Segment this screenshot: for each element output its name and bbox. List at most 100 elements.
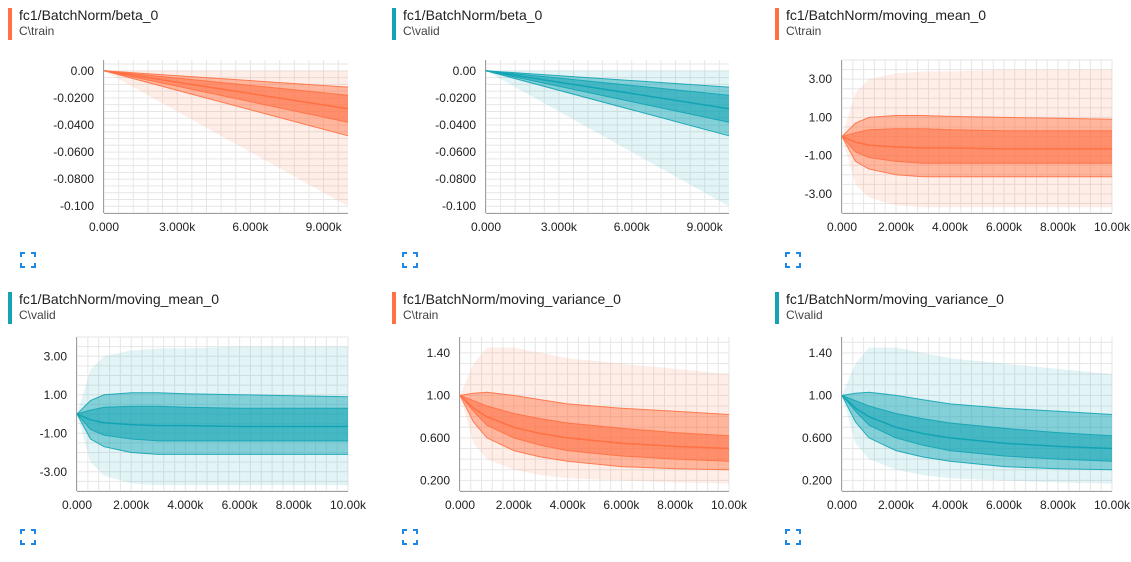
y-tick-label: -0.0400: [435, 118, 476, 132]
card-header: fc1/BatchNorm/beta_0 C\train: [8, 8, 158, 40]
x-tick-label: 4.000k: [932, 498, 969, 512]
y-tick-label: -0.0200: [53, 91, 94, 105]
median-line: [103, 70, 349, 110]
x-tick-label: 2.000k: [496, 498, 533, 512]
band-edge-line: [459, 391, 730, 415]
x-tick-label: 0.000: [471, 220, 501, 234]
run-color-bar: [775, 8, 779, 40]
chart-card-moving-mean-valid: fc1/BatchNorm/moving_mean_0 C\valid 0.00…: [0, 284, 370, 560]
chart-title: fc1/BatchNorm/beta_0: [403, 7, 543, 23]
x-tick-label: 8.000k: [276, 498, 313, 512]
band-edge-line: [76, 392, 349, 415]
y-tick-label: 1.00: [809, 388, 833, 402]
chart-plot[interactable]: 0.000 3.000k 6.000k 9.000k 0.00 -0.0200 -0.040…: [384, 0, 754, 276]
card-header: fc1/BatchNorm/beta_0 C\valid: [392, 8, 542, 40]
band-edge-line: [841, 136, 1112, 178]
median-line: [485, 70, 730, 110]
card-header: fc1/BatchNorm/moving_mean_0 C\valid: [8, 292, 219, 324]
card-header: fc1/BatchNorm/moving_variance_0 C\valid: [775, 292, 1004, 324]
band-edge-line: [76, 413, 348, 455]
y-tick-label: 3.00: [44, 349, 68, 363]
y-tick-label: -0.0800: [53, 172, 94, 186]
chart-title: fc1/BatchNorm/beta_0: [19, 7, 159, 23]
y-tick-label: -0.100: [442, 199, 476, 213]
x-tick-label: 4.000k: [932, 220, 969, 234]
band-edge-line: [485, 70, 730, 88]
band-edge-line: [103, 70, 349, 88]
y-tick-label: -0.0400: [53, 118, 94, 132]
x-tick-label: 8.000k: [657, 498, 694, 512]
x-tick-label: 0.000: [89, 220, 119, 234]
fullscreen-icon[interactable]: [20, 252, 36, 268]
x-tick-label: 0.000: [827, 498, 857, 512]
run-name: C\valid: [19, 308, 56, 322]
fullscreen-icon[interactable]: [402, 529, 418, 545]
band-edge-line: [485, 70, 730, 96]
y-tick-label: 0.00: [453, 64, 477, 78]
y-tick-label: 1.40: [427, 346, 451, 360]
y-tick-label: -3.00: [40, 465, 68, 479]
chart-plot[interactable]: 0.000 2.000k 4.000k 6.000k 8.000k 10.00k 1.40 1…: [384, 284, 754, 560]
x-tick-label: 6.000k: [986, 220, 1023, 234]
band-edge-line: [841, 394, 1113, 437]
band-edge-line: [841, 128, 1112, 137]
fullscreen-icon[interactable]: [785, 252, 801, 268]
x-tick-label: 6.000k: [222, 498, 259, 512]
x-tick-label: 6.000k: [603, 498, 640, 512]
run-name: C\train: [19, 24, 55, 38]
x-tick-label: 6.000k: [614, 220, 651, 234]
band-edge-line: [841, 395, 1113, 471]
band-edge-line: [459, 394, 730, 437]
band-edge-line: [459, 395, 730, 471]
y-tick-label: 3.00: [809, 72, 833, 86]
fullscreen-icon[interactable]: [402, 252, 418, 268]
band-edge-line: [485, 70, 730, 123]
y-tick-label: 1.40: [809, 346, 833, 360]
x-tick-label: 4.000k: [550, 498, 587, 512]
band-edge-line: [841, 395, 1113, 462]
x-tick-label: 6.000k: [986, 498, 1023, 512]
chart-title: fc1/BatchNorm/moving_mean_0: [786, 7, 986, 23]
run-color-bar: [392, 292, 396, 324]
x-tick-label: 2.000k: [878, 498, 915, 512]
y-tick-label: 0.600: [802, 431, 832, 445]
band-edge-line: [76, 405, 348, 415]
chart-plot[interactable]: 0.000 3.000k 6.000k 9.000k 0.00 -0.0200 -0.040…: [0, 0, 370, 276]
x-tick-label: 2.000k: [113, 498, 150, 512]
run-name: C\train: [403, 308, 439, 322]
y-tick-label: 1.00: [44, 388, 68, 402]
y-tick-label: -0.0200: [435, 91, 476, 105]
band-edge-line: [841, 136, 1112, 164]
card-header: fc1/BatchNorm/moving_variance_0 C\train: [392, 292, 621, 324]
x-tick-label: 8.000k: [1040, 498, 1077, 512]
chart-card-moving-variance-train: fc1/BatchNorm/moving_variance_0 C\train …: [384, 284, 754, 560]
x-tick-label: 9.000k: [306, 220, 343, 234]
run-color-bar: [392, 8, 396, 40]
y-tick-label: 0.00: [71, 64, 95, 78]
fullscreen-icon[interactable]: [20, 529, 36, 545]
band-edge-line: [485, 70, 730, 137]
band-edge-line: [103, 70, 349, 123]
y-tick-label: 0.200: [420, 473, 450, 487]
x-tick-label: 9.000k: [687, 220, 724, 234]
x-tick-label: 10.00k: [330, 498, 367, 512]
chart-title: fc1/BatchNorm/moving_mean_0: [19, 291, 219, 307]
chart-plot[interactable]: 0.000 2.000k 4.000k 6.000k 8.000k 10.00k 3.00 1…: [0, 284, 370, 560]
chart-plot[interactable]: 0.000 2.000k 4.000k 6.000k 8.000k 10.00k 1.40 1…: [767, 284, 1131, 560]
y-tick-label: -0.100: [60, 199, 94, 213]
run-color-bar: [775, 292, 779, 324]
x-tick-label: 10.00k: [1094, 498, 1131, 512]
fullscreen-icon[interactable]: [785, 529, 801, 545]
chart-card-moving-mean-train: fc1/BatchNorm/moving_mean_0 C\train 0.00…: [767, 0, 1131, 276]
y-tick-label: -0.0600: [435, 145, 476, 159]
run-color-bar: [8, 8, 12, 40]
run-name: C\valid: [403, 24, 440, 38]
y-tick-label: 1.00: [427, 388, 451, 402]
chart-plot[interactable]: 0.000 2.000k 4.000k 6.000k 8.000k 10.00k 3.00 1…: [767, 0, 1131, 276]
band-inner: [77, 406, 348, 441]
x-tick-label: 4.000k: [167, 498, 204, 512]
band-edge-line: [841, 115, 1113, 137]
x-tick-label: 8.000k: [1040, 220, 1077, 234]
card-header: fc1/BatchNorm/moving_mean_0 C\train: [775, 8, 986, 40]
run-name: C\train: [786, 24, 822, 38]
